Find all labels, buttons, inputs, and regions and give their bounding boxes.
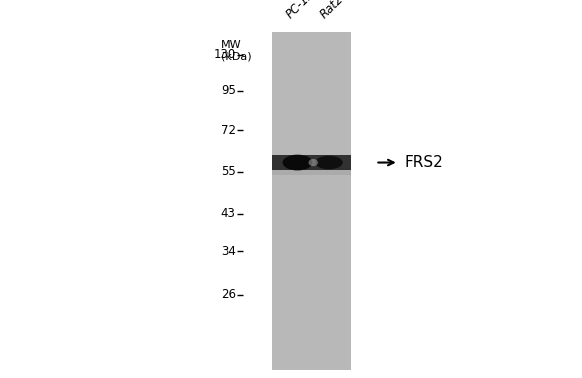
Text: 130: 130 (214, 48, 236, 61)
Bar (272, 168, 351, 175)
Text: 95: 95 (221, 84, 236, 97)
Text: 55: 55 (221, 166, 236, 178)
Bar (272, 32, 351, 370)
Text: 43: 43 (221, 207, 236, 220)
Text: 72: 72 (221, 124, 236, 137)
Text: MW
(kDa): MW (kDa) (221, 40, 252, 61)
Ellipse shape (308, 159, 318, 166)
Text: 34: 34 (221, 245, 236, 258)
Bar (272, 155, 351, 170)
Text: Rat2: Rat2 (317, 0, 346, 21)
Ellipse shape (315, 156, 343, 169)
Text: 26: 26 (221, 288, 236, 301)
Text: PC-12: PC-12 (283, 0, 317, 21)
Ellipse shape (283, 155, 313, 170)
Text: FRS2: FRS2 (404, 155, 443, 170)
